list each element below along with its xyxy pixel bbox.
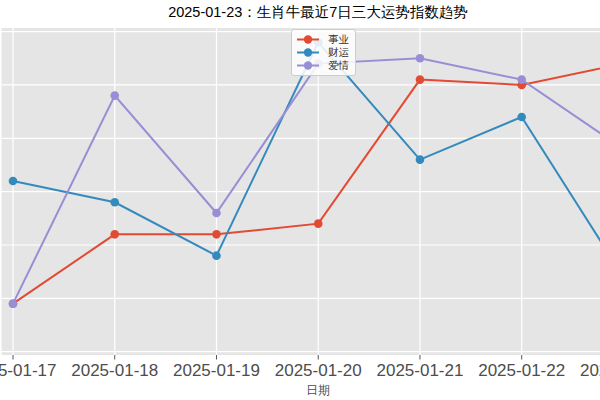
legend-item-wealth: 财运 [296, 46, 349, 59]
x-tick-label: 2025-01-23 [580, 361, 600, 380]
data-point-1-5 [517, 113, 526, 122]
data-point-2-5 [517, 75, 526, 84]
x-tick-label: 2025-01-18 [71, 361, 158, 380]
x-tick-label: 2025-01-20 [275, 361, 362, 380]
x-tick-label: 2025-01-19 [173, 361, 260, 380]
legend-label-wealth: 财运 [328, 46, 349, 59]
x-tick-label: 2025-01-17 [0, 361, 56, 380]
x-axis-label: 日期 [306, 382, 330, 399]
legend-line-marker-wealth [296, 46, 320, 59]
data-point-0-1 [110, 230, 119, 239]
x-tick-label: 2025-01-22 [478, 361, 565, 380]
data-point-0-3 [314, 219, 323, 228]
data-point-2-0 [9, 299, 18, 308]
data-point-1-1 [110, 198, 119, 207]
legend-label-career: 事业 [328, 33, 349, 46]
legend-item-career: 事业 [296, 33, 349, 46]
data-point-1-2 [212, 251, 221, 260]
data-point-1-0 [9, 177, 18, 186]
legend-line-marker-love [296, 59, 320, 72]
data-point-2-2 [212, 209, 221, 218]
data-point-0-4 [416, 75, 425, 84]
data-point-0-2 [212, 230, 221, 239]
legend-item-love: 爱情 [296, 59, 349, 72]
data-point-2-1 [110, 91, 119, 100]
x-tick-label: 2025-01-21 [376, 361, 463, 380]
data-point-2-4 [416, 54, 425, 63]
chart-title: 2025-01-23：生肖牛最近7日三大运势指数趋势 [168, 3, 468, 22]
figure: 2025-01-17 2025-01-18 2025-01-19 2025-01-20… [0, 0, 600, 400]
legend-line-marker-career [296, 33, 320, 46]
legend-label-love: 爱情 [328, 59, 349, 72]
data-point-1-4 [416, 155, 425, 164]
legend: 事业 财运 爱情 [291, 29, 356, 76]
